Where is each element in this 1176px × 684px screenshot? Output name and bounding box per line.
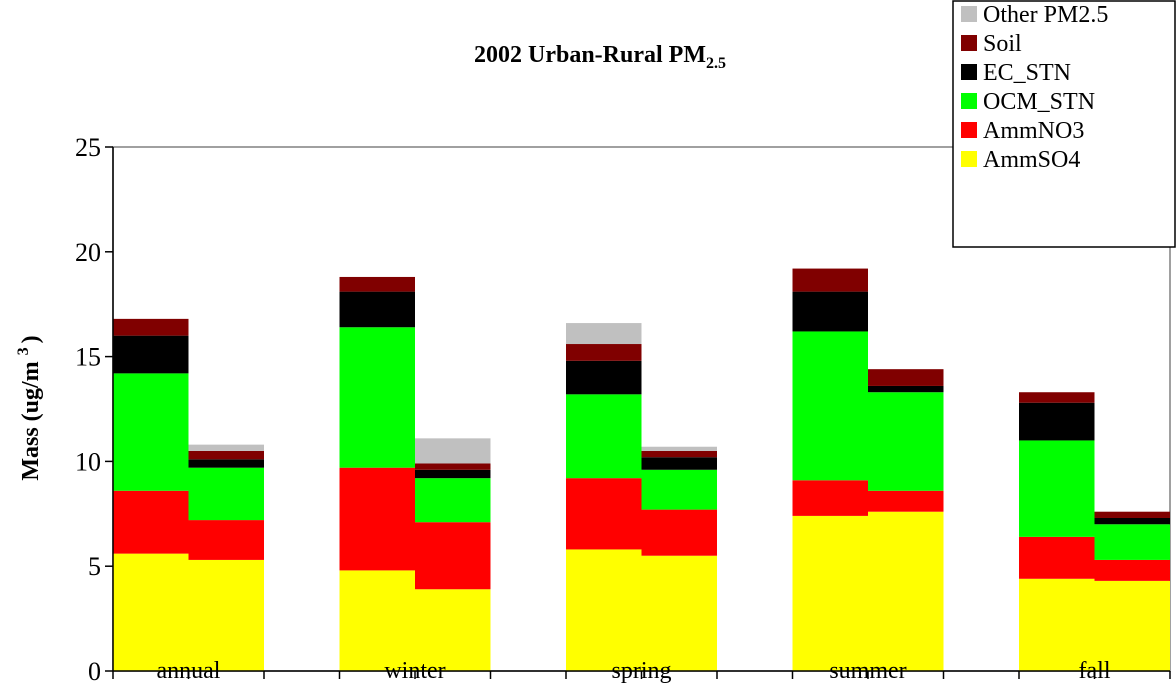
bar-segment	[188, 444, 264, 451]
bar-segment	[113, 373, 189, 491]
bar-segment	[641, 555, 717, 671]
y-axis-label: Mass (ug/m 3)	[15, 335, 44, 480]
y-tick-label: 10	[75, 447, 101, 476]
bar-segment	[415, 469, 491, 479]
chart-title: 2002 Urban-Rural PM2.5	[474, 42, 726, 72]
bar-segment	[1094, 559, 1170, 581]
bar-segment	[641, 450, 717, 458]
legend-swatch	[961, 93, 977, 109]
bar-segment	[188, 459, 264, 468]
y-label-main: Mass (ug/m	[18, 361, 44, 480]
bar-segment	[113, 553, 189, 671]
bar-segment	[188, 450, 264, 460]
bar-segment	[868, 385, 944, 393]
bar-segment	[415, 522, 491, 590]
bar-segment	[641, 457, 717, 470]
bar-segment	[566, 394, 642, 479]
legend-label: AmmNO3	[983, 118, 1084, 144]
group-label: fall	[1079, 658, 1111, 684]
bar-segment	[1094, 524, 1170, 560]
legend-swatch	[961, 151, 977, 167]
bar-segment	[868, 392, 944, 491]
group-label: spring	[612, 658, 672, 684]
bar-segment	[868, 490, 944, 512]
bar-segment	[339, 570, 415, 671]
group-label: annual	[157, 658, 221, 684]
bar-segment	[1019, 392, 1095, 403]
bar-segment	[113, 490, 189, 554]
bar-segment	[792, 331, 868, 481]
legend: AmmSO4 AmmNO3 OCM_STN EC_STN Soil Other PM2.5	[952, 0, 1176, 248]
bar-segment	[339, 327, 415, 468]
legend-label: EC_STN	[983, 60, 1071, 86]
bar-segment	[566, 549, 642, 671]
group-label: summer	[829, 658, 906, 684]
legend-swatch	[961, 6, 977, 22]
bar-segment	[792, 515, 868, 671]
bar-segment	[415, 438, 491, 464]
bar-segment	[188, 467, 264, 521]
y-tick-label: 25	[75, 133, 101, 162]
legend-swatch	[961, 122, 977, 138]
bar-segment	[415, 478, 491, 523]
bar-segment	[566, 360, 642, 395]
bar-segment	[415, 463, 491, 470]
legend-box	[952, 0, 1176, 248]
legend-label: Other PM2.5	[983, 2, 1108, 28]
bar-segment	[1094, 511, 1170, 518]
y-label-end: )	[18, 335, 44, 343]
y-tick-label: 20	[75, 238, 101, 267]
bar-segment	[1019, 440, 1095, 537]
bar-segment	[415, 589, 491, 671]
bar-segment	[1019, 536, 1095, 579]
legend-swatch	[961, 35, 977, 51]
title-main: 2002 Urban-Rural PM	[474, 42, 706, 68]
bar-segment	[339, 276, 415, 292]
bar-segment	[188, 559, 264, 671]
bar-segment	[641, 509, 717, 556]
title-subscript: 2.5	[706, 55, 726, 72]
group-label: winter	[384, 658, 445, 684]
bar-segment	[113, 335, 189, 374]
bar-segment	[1019, 402, 1095, 441]
bar-segment	[641, 469, 717, 510]
legend-label: OCM_STN	[983, 89, 1095, 115]
bar-segment	[868, 369, 944, 386]
bar-segment	[566, 344, 642, 361]
legend-label: Soil	[983, 31, 1022, 57]
bar-segment	[868, 511, 944, 671]
bar-segment	[113, 318, 189, 336]
y-label-sup: 3	[15, 347, 32, 355]
bar-segment	[792, 291, 868, 332]
bar-segment	[1094, 580, 1170, 671]
bar-segment	[792, 268, 868, 292]
y-tick-label: 5	[88, 552, 101, 581]
bar-segment	[188, 520, 264, 560]
bar-segment	[339, 467, 415, 571]
bar-segment	[792, 480, 868, 516]
bar-segment	[339, 291, 415, 328]
bar-segment	[566, 323, 642, 345]
bar-segment	[1019, 578, 1095, 671]
bar-segment	[566, 478, 642, 550]
legend-label: AmmSO4	[983, 147, 1080, 173]
bar-segment	[1094, 517, 1170, 525]
y-tick-label: 15	[75, 343, 101, 372]
bar-segment	[641, 446, 717, 451]
legend-swatch	[961, 64, 977, 80]
y-tick-label: 0	[88, 657, 101, 684]
